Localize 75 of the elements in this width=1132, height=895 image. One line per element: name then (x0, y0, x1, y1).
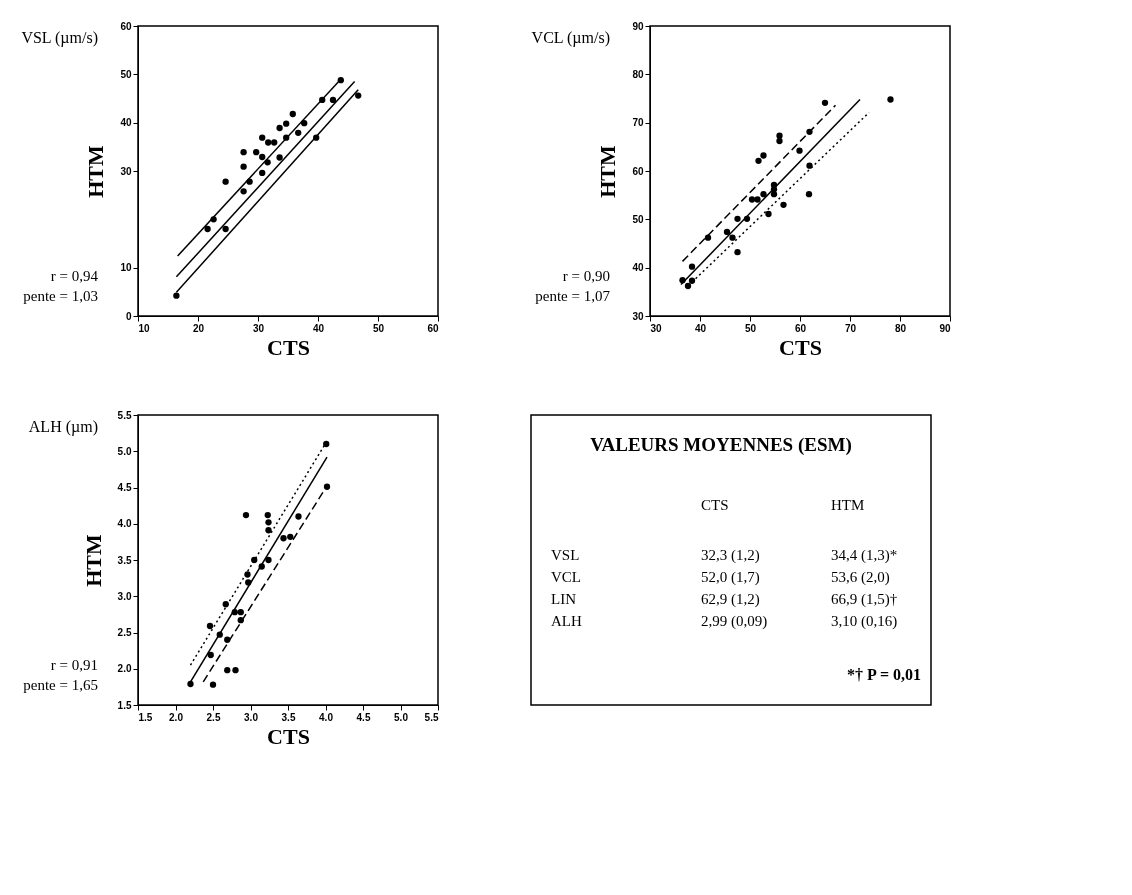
text: VSL (551, 547, 580, 563)
text: 62,9 (1,2) (701, 591, 760, 608)
y-tick-label: 30 (120, 165, 132, 177)
x-tick-label: 3.0 (244, 711, 259, 723)
x-tick-label: 1.5 (138, 711, 153, 723)
y-tick-label: 2.5 (117, 627, 132, 638)
text: 66,9 (1,5)† (831, 591, 898, 608)
text: HTM (831, 497, 865, 513)
y-tick-label: 3.5 (117, 554, 132, 566)
y-tick-label: 90 (632, 20, 644, 32)
x-tick-label: 20 (192, 322, 205, 334)
x-tick-label: 4.5 (356, 711, 371, 723)
y-tick-label: 0 (125, 310, 132, 322)
x-axis-title: CTS (267, 723, 310, 749)
chart-title: ALH (µm) (28, 418, 98, 436)
y-tick-label: 80 (632, 68, 644, 80)
y-tick-label: 50 (120, 68, 132, 80)
text: 34,4 (1,3)* (831, 547, 898, 564)
x-tick-label: 3.5 (281, 711, 296, 723)
text: pente = 1,07 (535, 288, 611, 304)
y-tick-label: 10 (120, 262, 132, 274)
x-tick-label: 80 (894, 322, 907, 334)
text: 32,3 (1,2) (701, 547, 760, 564)
x-tick-label: 90 (939, 322, 951, 334)
x-tick-label: 30 (650, 322, 663, 334)
text: pente = 1,03 (23, 288, 98, 304)
y-tick-label: 5.0 (117, 445, 132, 457)
text: r = 0,90 (562, 268, 610, 284)
x-tick-label: 30 (252, 322, 265, 334)
x-tick-label: 50 (372, 322, 385, 334)
text: ALH (551, 613, 582, 629)
text: CTS (701, 497, 729, 513)
text: 52,0 (1,7) (701, 569, 760, 586)
y-tick-label: 3.0 (117, 590, 132, 602)
x-tick-label: 70 (844, 322, 857, 334)
y-tick-label: 5.5 (117, 409, 132, 421)
x-tick-label: 5.5 (424, 711, 439, 723)
y-tick-label: 40 (120, 117, 132, 129)
y-tick-label: 30 (632, 310, 644, 322)
y-tick-label: 60 (120, 20, 132, 32)
text: 3,10 (0,16) (831, 613, 898, 630)
chart-title: VCL (µm/s) (531, 29, 610, 47)
text: pente = 1,65 (23, 677, 98, 693)
y-tick-label: 4.0 (117, 518, 132, 530)
text: VALEURS MOYENNES (ESM) (590, 434, 852, 456)
x-tick-label: 5.0 (394, 711, 409, 723)
text: *† P = 0,01 (846, 666, 921, 683)
x-tick-label: 10 (138, 322, 151, 334)
x-tick-label: 40 (312, 322, 325, 334)
x-tick-label: 4.0 (319, 711, 334, 723)
text: r = 0,94 (50, 268, 99, 284)
x-tick-label: 2.5 (206, 711, 221, 723)
x-tick-label: 60 (794, 322, 807, 334)
y-tick-label: 60 (632, 165, 644, 177)
text: LIN (551, 591, 577, 607)
y-axis-title: HTM (595, 145, 621, 198)
x-tick-label: 2.0 (169, 711, 184, 723)
y-tick-label: 70 (632, 117, 644, 129)
y-tick-label: 40 (632, 262, 644, 274)
x-tick-label: 50 (744, 322, 757, 334)
text: r = 0,91 (50, 657, 98, 673)
y-tick-label: 2.0 (117, 663, 132, 675)
x-tick-label: 40 (694, 322, 707, 334)
y-axis-title: HTM (83, 145, 109, 198)
x-tick-label: 60 (427, 322, 439, 334)
x-axis-title: CTS (267, 334, 310, 360)
x-axis-title: CTS (779, 334, 822, 360)
y-tick-label: 1.5 (117, 699, 132, 711)
text: 53,6 (2,0) (831, 569, 890, 586)
text: 2,99 (0,09) (701, 613, 768, 630)
y-tick-label: 50 (632, 213, 644, 225)
text: VCL (551, 569, 581, 585)
y-tick-label: 4.5 (117, 482, 132, 493)
y-axis-title: HTM (80, 534, 106, 587)
chart-title: VSL (µm/s) (21, 29, 98, 47)
